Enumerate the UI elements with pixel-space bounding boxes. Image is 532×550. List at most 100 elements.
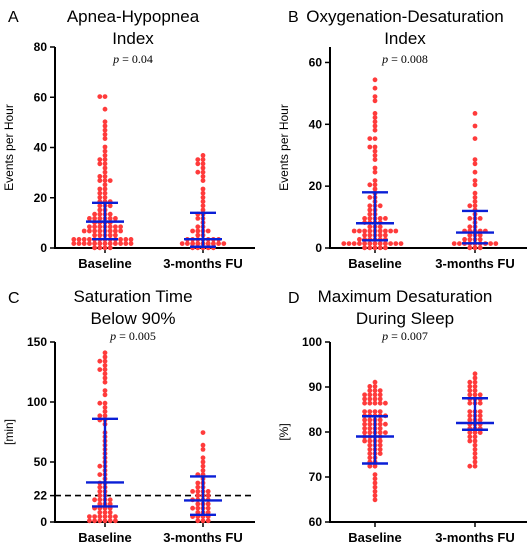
data-point bbox=[372, 127, 378, 133]
data-point bbox=[372, 476, 378, 482]
data-point bbox=[113, 216, 118, 221]
data-point bbox=[477, 417, 483, 423]
data-point bbox=[92, 228, 97, 234]
data-point bbox=[472, 182, 478, 188]
x-category-label: Baseline bbox=[348, 530, 401, 545]
data-point bbox=[362, 392, 367, 398]
data-point bbox=[472, 463, 478, 469]
data-point bbox=[467, 438, 473, 444]
data-point bbox=[467, 379, 473, 385]
data-point bbox=[97, 497, 103, 503]
data-point bbox=[493, 241, 499, 247]
data-point bbox=[457, 241, 462, 247]
data-point bbox=[367, 144, 373, 150]
data-point bbox=[102, 157, 108, 163]
data-point bbox=[367, 400, 373, 406]
data-point bbox=[97, 232, 103, 238]
chart-title-line: Maximum Desaturation bbox=[318, 287, 493, 306]
panel-letter: B bbox=[288, 9, 299, 26]
data-point bbox=[488, 241, 493, 247]
data-point bbox=[200, 459, 206, 465]
y-tick-label: 80 bbox=[34, 40, 48, 54]
data-point bbox=[97, 518, 103, 524]
series-followup bbox=[451, 111, 499, 251]
data-point bbox=[97, 94, 103, 99]
data-point bbox=[102, 409, 108, 414]
data-point bbox=[372, 400, 378, 406]
data-point bbox=[97, 190, 103, 196]
data-point bbox=[81, 241, 87, 247]
data-point bbox=[367, 388, 373, 393]
data-point bbox=[102, 245, 108, 251]
data-point bbox=[383, 228, 388, 234]
data-point bbox=[367, 463, 373, 469]
data-point bbox=[472, 157, 478, 163]
data-point bbox=[362, 228, 367, 234]
data-point bbox=[367, 182, 373, 188]
y-tick-label: 100 bbox=[27, 395, 47, 409]
data-point bbox=[102, 165, 108, 171]
y-axis-label: [%] bbox=[277, 423, 291, 440]
data-point bbox=[92, 245, 97, 251]
p-number: = 0.04 bbox=[122, 52, 153, 66]
y-axis-label: [min] bbox=[2, 419, 16, 445]
data-point bbox=[388, 241, 393, 247]
data-point bbox=[200, 161, 206, 167]
data-point bbox=[372, 123, 378, 129]
data-point bbox=[102, 413, 108, 419]
data-point bbox=[118, 241, 123, 247]
data-point bbox=[87, 224, 92, 230]
data-point bbox=[377, 447, 383, 452]
data-point bbox=[472, 392, 478, 398]
y-tick-label: 50 bbox=[34, 455, 48, 469]
data-point bbox=[102, 379, 108, 385]
x-category-label: Baseline bbox=[348, 256, 401, 271]
data-point bbox=[367, 232, 373, 238]
data-point bbox=[195, 169, 201, 175]
data-point bbox=[92, 224, 97, 230]
data-point bbox=[472, 438, 478, 444]
data-point bbox=[205, 505, 211, 511]
data-point bbox=[472, 459, 478, 465]
data-point bbox=[383, 430, 388, 435]
data-point bbox=[467, 430, 473, 435]
data-point bbox=[377, 396, 383, 402]
data-point bbox=[372, 178, 378, 184]
data-point bbox=[372, 111, 378, 116]
data-point bbox=[205, 489, 211, 494]
data-point bbox=[200, 195, 206, 200]
data-point bbox=[190, 228, 196, 234]
data-point bbox=[195, 484, 201, 490]
data-point bbox=[357, 228, 362, 234]
p-symbol: p bbox=[381, 329, 388, 343]
y-axis-label: Events per Hour bbox=[2, 104, 16, 191]
data-point bbox=[383, 421, 388, 427]
data-point bbox=[97, 472, 103, 477]
y-tick-label: 0 bbox=[40, 241, 47, 255]
data-point bbox=[367, 195, 373, 200]
data-point bbox=[97, 245, 103, 251]
data-point bbox=[377, 430, 383, 435]
data-point bbox=[81, 228, 87, 234]
data-point bbox=[102, 161, 108, 167]
data-point bbox=[372, 484, 378, 490]
data-point bbox=[393, 241, 399, 247]
data-point bbox=[467, 203, 473, 209]
data-point bbox=[102, 388, 108, 393]
y-tick-label: 40 bbox=[309, 117, 323, 131]
data-point bbox=[195, 224, 201, 230]
data-point bbox=[97, 186, 103, 192]
data-point bbox=[367, 211, 373, 217]
data-point bbox=[362, 421, 367, 427]
data-point bbox=[367, 426, 373, 431]
data-point bbox=[102, 182, 108, 188]
data-point bbox=[472, 203, 478, 209]
y-tick-label: 60 bbox=[309, 515, 323, 529]
panel-letter: C bbox=[8, 290, 20, 307]
data-point bbox=[107, 518, 113, 524]
data-point bbox=[472, 388, 478, 393]
data-point bbox=[102, 241, 108, 247]
p-number: = 0.005 bbox=[119, 329, 156, 343]
data-point bbox=[362, 417, 367, 423]
data-point bbox=[472, 447, 478, 452]
